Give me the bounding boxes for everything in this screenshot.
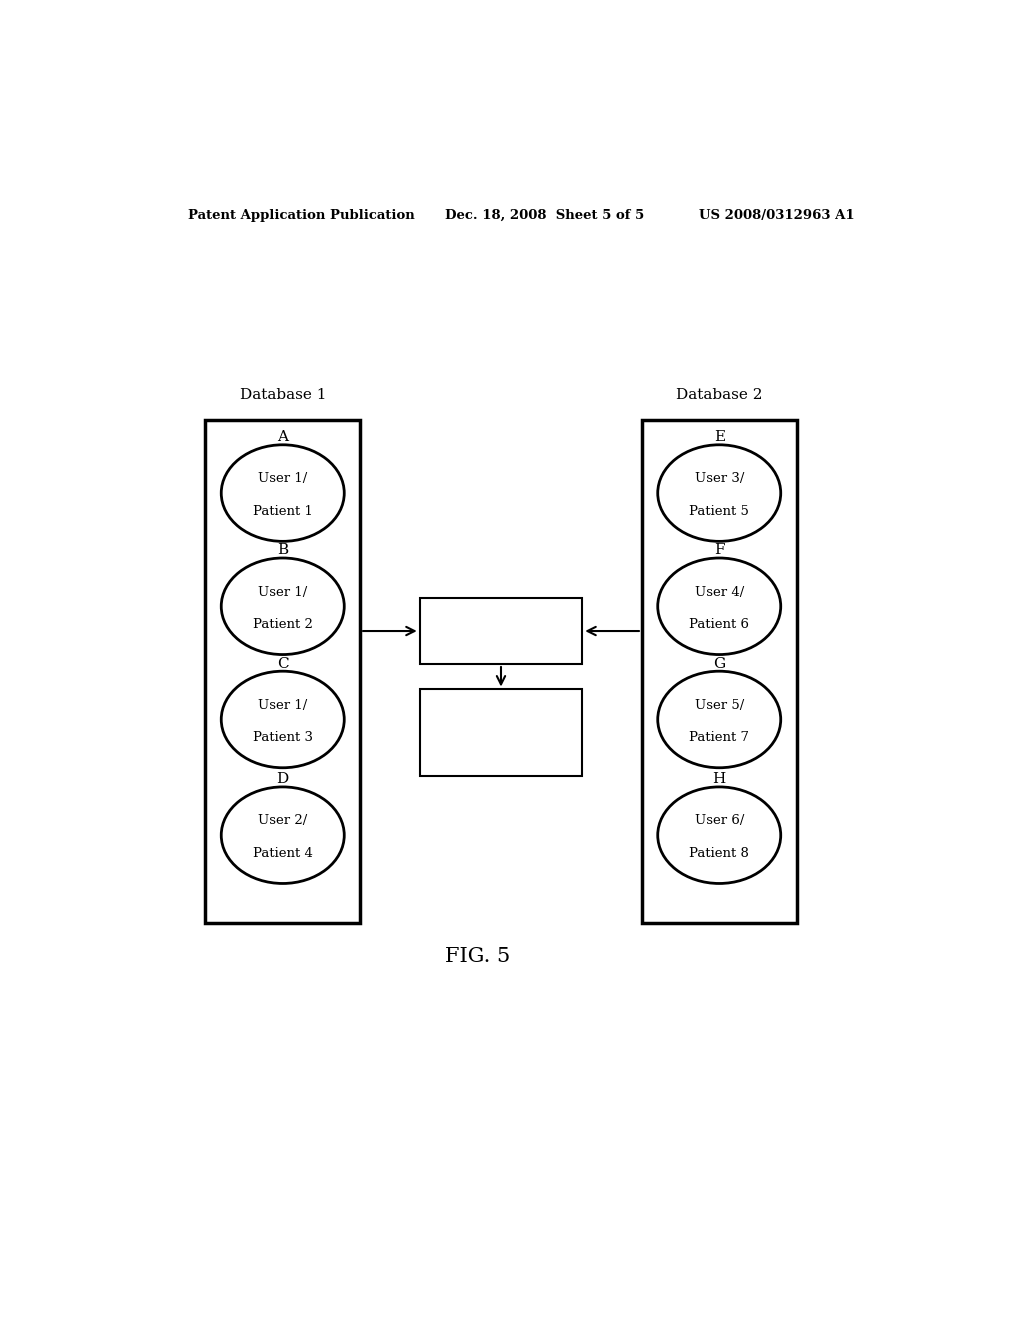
Text: Patent Application Publication: Patent Application Publication (187, 209, 415, 222)
Text: C: C (276, 656, 289, 671)
Text: User 2/: User 2/ (258, 814, 307, 828)
Text: US 2008/0312963 A1: US 2008/0312963 A1 (699, 209, 855, 222)
Bar (642, 420, 797, 923)
Text: Patient 6: Patient 6 (689, 618, 750, 631)
Text: Patient 1: Patient 1 (253, 504, 312, 517)
Text: User 3/: User 3/ (694, 473, 743, 486)
Text: Determine PWI from
pooled data: Determine PWI from pooled data (428, 718, 573, 747)
Text: G: G (713, 656, 725, 671)
Bar (420, 689, 583, 776)
Text: Patient 3: Patient 3 (253, 731, 312, 744)
Text: B: B (278, 544, 289, 557)
Text: Patient 8: Patient 8 (689, 847, 750, 861)
Ellipse shape (221, 787, 344, 883)
Text: Pool relevant data: Pool relevant data (437, 624, 565, 638)
Text: User 1/: User 1/ (258, 586, 307, 598)
Text: User 1/: User 1/ (258, 698, 307, 711)
Text: Patient 5: Patient 5 (689, 504, 750, 517)
Ellipse shape (221, 445, 344, 541)
Text: User 5/: User 5/ (694, 698, 743, 711)
Text: H: H (713, 772, 726, 787)
Text: Patient 2: Patient 2 (253, 618, 312, 631)
Text: A: A (278, 430, 288, 445)
Text: User 1/: User 1/ (258, 473, 307, 486)
Ellipse shape (657, 671, 780, 768)
Ellipse shape (657, 445, 780, 541)
Text: Patient 7: Patient 7 (689, 731, 750, 744)
Text: Patient 4: Patient 4 (253, 847, 312, 861)
Text: Dec. 18, 2008  Sheet 5 of 5: Dec. 18, 2008 Sheet 5 of 5 (445, 209, 645, 222)
Bar (420, 598, 583, 664)
Text: E: E (714, 430, 725, 445)
Text: Database 1: Database 1 (240, 388, 326, 401)
Ellipse shape (221, 671, 344, 768)
Text: User 4/: User 4/ (694, 586, 743, 598)
Text: F: F (714, 544, 725, 557)
Ellipse shape (657, 787, 780, 883)
Text: User 6/: User 6/ (694, 814, 743, 828)
Text: Database 2: Database 2 (676, 388, 763, 401)
Text: D: D (276, 772, 289, 787)
Bar (206, 420, 360, 923)
Ellipse shape (657, 558, 780, 655)
Ellipse shape (221, 558, 344, 655)
Text: FIG. 5: FIG. 5 (444, 946, 510, 966)
